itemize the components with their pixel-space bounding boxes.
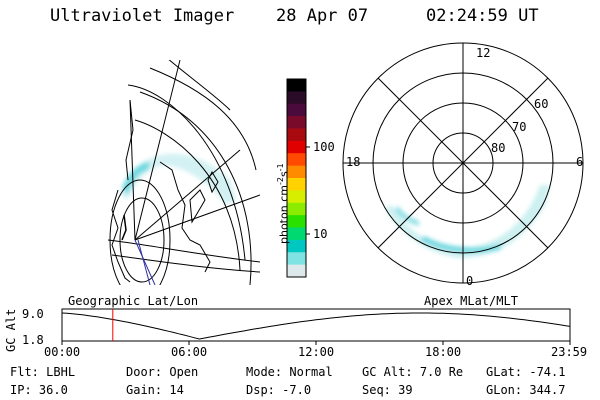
color-scale-bar [287,79,306,278]
colorbar-label-100: 100 [313,140,335,154]
orbit-plot-frame [61,308,571,342]
geographic-map-label: Geographic Lat/Lon [68,294,199,308]
status-mode: Mode: Normal [246,365,333,379]
colorbar-swatch [287,128,306,142]
orbit-altitude-plot [61,308,571,345]
mlt-label-12: 12 [476,46,491,60]
colorbar-unit-label: photon cm-2s-1 [276,163,291,244]
status-ip: IP: 36.0 [10,383,68,397]
orbit-xtick-0000: 00:00 [44,345,81,359]
colorbar-swatch [287,252,306,266]
status-filter: Flt: LBHL [10,365,76,379]
colorbar-swatch [287,153,306,167]
polar-aurora-emission [385,185,550,258]
status-gain: Gain: 14 [126,383,184,397]
colorbar-swatch [287,227,306,241]
colorbar-swatch [287,239,306,253]
colorbar-swatch [287,202,306,216]
date-label: 28 Apr 07 [276,6,369,26]
mlt-label-6: 6 [576,155,584,169]
colorbar-swatch [287,116,306,130]
mlat-label-80: 80 [491,141,506,155]
status-glat: GLat: -74.1 [486,365,566,379]
status-glon: GLon: 344.7 [486,383,566,397]
orbit-ytick-9: 9.0 [22,307,44,321]
orbit-xtick-1200: 12:00 [298,345,335,359]
status-door: Door: Open [126,365,199,379]
polar-diagonal-2 [377,77,549,249]
instrument-title: Ultraviolet Imager [50,6,235,26]
colorbar-swatch [287,79,306,92]
colorbar-swatch [287,264,306,278]
orbit-ytick-1.8: 1.8 [22,333,44,347]
color-scale-frame [286,78,307,278]
polar-map-label: Apex MLat/MLT [424,294,518,308]
geographic-map [107,60,260,285]
status-seq: Seq: 39 [362,383,413,397]
orbit-ylabel: GC Alt [4,308,18,352]
colorbar-swatch [287,190,306,204]
status-gc-alt: GC Alt: 7.0 Re [362,365,464,379]
polar-map [342,42,584,284]
colorbar-swatch [287,165,306,179]
mlt-label-0: 0 [466,274,474,288]
colorbar-swatch [287,140,306,154]
colorbar-swatch [287,91,306,105]
orbit-xtick-1800: 18:00 [425,345,462,359]
left-aurora-emission [120,153,236,205]
mlt-label-18: 18 [346,155,361,169]
orbit-altitude-curve [61,312,571,340]
orbit-xtick-0600: 06:00 [171,345,208,359]
time-label: 02:24:59 UT [426,6,539,26]
colorbar-swatch [287,178,306,191]
colorbar-label-10: 10 [313,227,328,241]
status-dsp: Dsp: -7.0 [246,383,312,397]
mlat-label-70: 70 [512,120,527,134]
colorbar-swatch [287,215,306,229]
colorbar-swatch [287,103,306,117]
mlat-label-60: 60 [534,97,549,111]
orbit-xtick-2359: 23:59 [551,345,588,359]
